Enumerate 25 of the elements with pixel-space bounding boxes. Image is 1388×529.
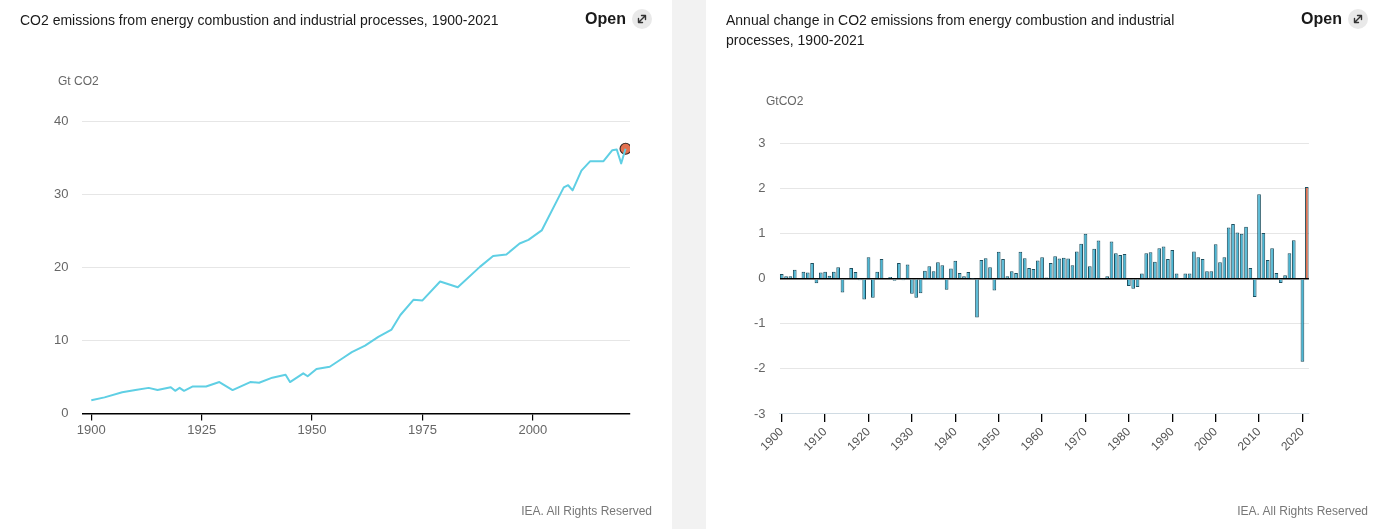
y-tick-label: 30 bbox=[53, 186, 69, 202]
text: IEA. All Rights Reserved bbox=[1237, 504, 1368, 518]
x-tick-label: 1975 bbox=[408, 421, 437, 437]
text: Open bbox=[585, 10, 626, 28]
y-tick-label: 2 bbox=[758, 180, 766, 196]
x-tick-label: 1925 bbox=[187, 421, 217, 437]
y-axis-title: Gt CO2 bbox=[58, 74, 99, 88]
y-axis-title: GtCO2 bbox=[766, 94, 804, 108]
chart-title: Annual change in CO2 emissions from energy combustion and industrial processes, 1900-2021 bbox=[726, 11, 1176, 50]
y-tick-label: 3 bbox=[758, 135, 766, 151]
y-tick-label: 0 bbox=[61, 404, 69, 420]
y-tick-label: 0 bbox=[758, 270, 766, 286]
text: IEA. All Rights Reserved bbox=[521, 504, 652, 518]
text: Open bbox=[1301, 10, 1342, 28]
y-tick-label: -1 bbox=[754, 315, 766, 331]
x-tick-label: 1950 bbox=[297, 421, 327, 437]
y-tick-label: 1 bbox=[758, 225, 766, 241]
y-tick-label: -2 bbox=[754, 360, 766, 376]
y-tick-label: 40 bbox=[53, 113, 69, 129]
y-tick-label: -3 bbox=[754, 405, 766, 421]
x-tick-label: 1900 bbox=[76, 421, 106, 437]
chart-title: CO2 emissions from energy combustion and industrial processes, 1900-2021 bbox=[20, 11, 500, 30]
x-tick-label: 2000 bbox=[518, 421, 548, 437]
y-tick-label: 20 bbox=[53, 259, 69, 275]
y-tick-label: 10 bbox=[53, 332, 69, 348]
